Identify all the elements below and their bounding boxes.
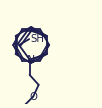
Text: SH: SH: [30, 34, 45, 44]
Text: O: O: [29, 92, 37, 102]
Text: N: N: [27, 55, 36, 65]
